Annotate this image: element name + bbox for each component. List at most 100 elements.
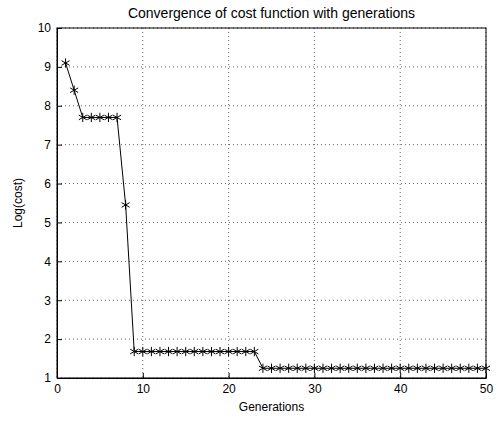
marker bbox=[267, 364, 275, 373]
marker bbox=[345, 364, 353, 373]
grid-line-x bbox=[228, 28, 229, 378]
marker bbox=[396, 364, 404, 373]
tick-label: 1 bbox=[44, 371, 51, 385]
marker bbox=[319, 364, 327, 373]
grid-line-y bbox=[57, 300, 486, 301]
marker bbox=[147, 347, 155, 356]
marker bbox=[225, 347, 233, 356]
tick-label: 6 bbox=[44, 177, 51, 191]
marker bbox=[182, 347, 190, 356]
tick-label: 5 bbox=[44, 216, 51, 230]
marker bbox=[113, 113, 121, 122]
tick-mark bbox=[143, 373, 144, 378]
marker bbox=[250, 347, 258, 356]
plot: 0 10 20 30 40 50 1 2 3 4 5 6 7 8 9 10 bbox=[38, 21, 494, 395]
grid bbox=[57, 28, 486, 378]
tick: 4 bbox=[44, 255, 62, 269]
grid-line-y bbox=[57, 183, 486, 184]
marker bbox=[276, 364, 284, 373]
marker bbox=[190, 347, 198, 356]
marker bbox=[130, 347, 138, 356]
marker bbox=[79, 113, 87, 122]
marker bbox=[285, 364, 293, 373]
grid-line-y bbox=[57, 144, 486, 145]
axis-line bbox=[58, 378, 487, 379]
tick: 1 bbox=[44, 371, 62, 385]
tick-label: 9 bbox=[44, 60, 51, 74]
grid-line-y bbox=[57, 222, 486, 223]
marker bbox=[353, 364, 361, 373]
tick-mark bbox=[400, 373, 401, 378]
marker bbox=[62, 58, 70, 67]
marker bbox=[87, 113, 95, 122]
tick: 2 bbox=[44, 332, 62, 346]
marker bbox=[439, 364, 447, 373]
marker bbox=[370, 364, 378, 373]
marker bbox=[448, 364, 456, 373]
tick: 8 bbox=[44, 99, 62, 113]
tick-label: 8 bbox=[44, 99, 51, 113]
tick-label: 0 bbox=[54, 382, 61, 396]
marker bbox=[310, 364, 318, 373]
tick-mark bbox=[57, 28, 62, 29]
x-axis-title: Generations bbox=[239, 400, 304, 414]
grid-line-x bbox=[314, 28, 315, 378]
marker bbox=[482, 364, 490, 373]
tick-label: 4 bbox=[44, 255, 51, 269]
tick-mark bbox=[57, 106, 62, 107]
tick-label: 50 bbox=[480, 382, 494, 396]
tick: 9 bbox=[44, 60, 62, 74]
line bbox=[66, 63, 486, 368]
marker bbox=[70, 86, 78, 95]
tick: 10 bbox=[38, 21, 62, 35]
grid-line-y bbox=[57, 261, 486, 262]
tick: 20 bbox=[222, 373, 236, 396]
marker bbox=[104, 113, 112, 122]
tick-label: 3 bbox=[44, 294, 51, 308]
marker bbox=[465, 364, 473, 373]
axis-line bbox=[57, 29, 58, 379]
marker bbox=[207, 347, 215, 356]
tick-mark bbox=[314, 373, 315, 378]
marker bbox=[431, 364, 439, 373]
tick-mark bbox=[57, 378, 62, 379]
x-axis: 0 10 20 30 40 50 bbox=[54, 373, 493, 396]
tick: 50 bbox=[480, 373, 494, 396]
tick: 30 bbox=[308, 373, 322, 396]
tick-mark bbox=[57, 67, 62, 68]
y-axis: 1 2 3 4 5 6 7 8 9 10 bbox=[38, 21, 62, 385]
tick: 10 bbox=[137, 373, 151, 396]
marker bbox=[122, 200, 130, 209]
tick-label: 7 bbox=[44, 138, 51, 152]
tick-label: 30 bbox=[308, 382, 322, 396]
marker bbox=[328, 364, 336, 373]
grid-line-y bbox=[57, 339, 486, 340]
marker bbox=[96, 113, 104, 122]
grid-line-x bbox=[142, 28, 143, 378]
tick-label: 2 bbox=[44, 332, 51, 346]
tick-label: 40 bbox=[394, 382, 408, 396]
tick-mark bbox=[229, 373, 230, 378]
marker bbox=[362, 364, 370, 373]
marker bbox=[139, 347, 147, 356]
tick-mark bbox=[57, 261, 62, 262]
marker bbox=[473, 364, 481, 373]
chart: 0102030405012345678910Convergence of cos… bbox=[0, 0, 500, 421]
marker bbox=[405, 364, 413, 373]
tick-mark bbox=[57, 300, 62, 301]
marker bbox=[165, 347, 173, 356]
marker bbox=[388, 364, 396, 373]
grid-line-y bbox=[57, 105, 486, 106]
plot-frame bbox=[57, 28, 486, 378]
marker bbox=[216, 347, 224, 356]
tick-mark bbox=[57, 222, 62, 223]
tick-mark bbox=[57, 184, 62, 185]
marker bbox=[199, 347, 207, 356]
marker bbox=[156, 347, 164, 356]
tick-mark bbox=[57, 339, 62, 340]
tick-mark bbox=[57, 145, 62, 146]
y-axis-title: Log(cost) bbox=[11, 178, 25, 228]
tick-label: 10 bbox=[38, 21, 52, 35]
marker bbox=[302, 364, 310, 373]
tick: 5 bbox=[44, 216, 62, 230]
